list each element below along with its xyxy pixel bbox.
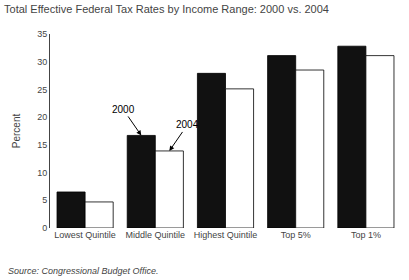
svg-text:Source: Congressional Budget O: Source: Congressional Budget Office. <box>8 266 159 276</box>
svg-text:10: 10 <box>37 168 47 178</box>
svg-text:5: 5 <box>42 195 47 205</box>
svg-text:2000: 2000 <box>112 104 135 115</box>
svg-text:20: 20 <box>37 112 47 122</box>
svg-text:25: 25 <box>37 85 47 95</box>
svg-text:35: 35 <box>37 29 47 39</box>
svg-text:Lowest Quintile: Lowest Quintile <box>54 230 116 240</box>
svg-text:Top 5%: Top 5% <box>281 230 311 240</box>
svg-text:Total Effective Federal Tax Ra: Total Effective Federal Tax Rates by Inc… <box>4 3 329 15</box>
svg-text:Middle Quintile: Middle Quintile <box>126 230 186 240</box>
svg-text:Highest Quintile: Highest Quintile <box>194 230 258 240</box>
svg-text:Top 1%: Top 1% <box>351 230 381 240</box>
svg-text:2004: 2004 <box>176 119 199 130</box>
svg-text:15: 15 <box>37 140 47 150</box>
svg-text:0: 0 <box>42 223 47 233</box>
svg-text:Percent: Percent <box>11 114 22 149</box>
svg-text:30: 30 <box>37 57 47 67</box>
